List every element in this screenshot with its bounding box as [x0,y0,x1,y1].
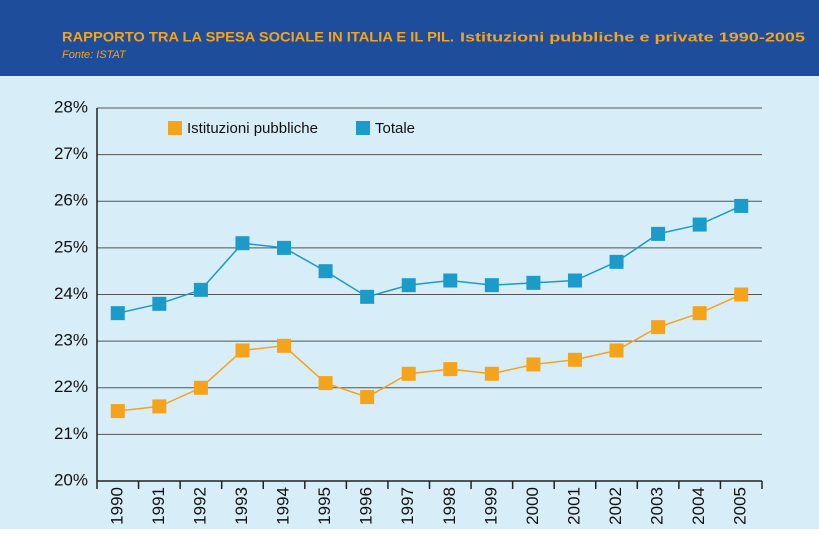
marker [277,338,292,353]
marker [484,278,499,293]
marker [651,226,666,241]
legend-label: Istituzioni pubbliche [187,120,318,137]
y-tick-label: 27% [54,144,88,163]
marker [692,306,707,321]
y-tick-label: 26% [54,191,88,210]
marker [484,366,499,381]
marker [443,273,458,288]
marker [609,254,624,269]
y-tick-label: 25% [54,237,88,256]
marker [360,390,375,405]
y-tick-label: 22% [54,377,88,396]
marker [235,236,250,251]
marker [193,282,208,297]
marker [318,264,333,279]
marker [193,380,208,395]
marker [401,278,416,293]
marker [110,306,125,321]
marker [526,275,541,290]
marker [567,273,582,288]
series-line [117,205,742,314]
marker [152,399,167,414]
header [0,0,819,76]
x-tick-label: 2001 [564,487,583,525]
y-tick-label: 21% [54,424,88,443]
x-tick-label: 1992 [190,487,209,525]
x-tick-label: 2004 [689,487,708,525]
marker [443,362,458,377]
chart-title: RAPPORTO TRA LA SPESA SOCIALE IN ITALIA … [62,29,454,45]
x-tick-label: 2000 [523,487,542,525]
x-tick-label: 1995 [315,487,334,525]
marker [360,289,375,304]
marker [651,320,666,335]
x-tick-label: 2003 [648,487,667,525]
marker [567,352,582,367]
marker [110,404,125,419]
x-tick-label: 1994 [274,487,293,525]
y-tick-label: 24% [54,284,88,303]
marker [734,198,749,213]
legend-swatch [168,121,182,135]
x-tick-label: 2002 [606,487,625,525]
marker [401,366,416,381]
marker [526,357,541,372]
x-tick-label: 1999 [481,487,500,525]
marker [318,376,333,391]
marker [277,240,292,255]
x-tick-label: 1996 [357,487,376,525]
x-tick-label: 1993 [232,487,251,525]
y-tick-label: 20% [54,470,88,489]
marker [235,343,250,358]
marker [734,287,749,302]
marker [609,343,624,358]
y-tick-label: 28% [54,97,88,116]
legend-label: Totale [375,120,415,137]
x-tick-label: 1998 [440,487,459,525]
x-tick-label: 2005 [731,487,750,525]
x-tick-label: 1997 [398,487,417,525]
y-tick-label: 23% [54,331,88,350]
marker [152,296,167,311]
marker [692,217,707,232]
series-line [117,293,742,412]
x-tick-label: 1990 [107,487,126,525]
x-tick-label: 1991 [149,487,168,525]
chart-subtitle: Istituzioni pubbliche e private 1990-200… [460,29,805,44]
legend-swatch [356,121,370,135]
source: Fonte: ISTAT [62,49,127,61]
